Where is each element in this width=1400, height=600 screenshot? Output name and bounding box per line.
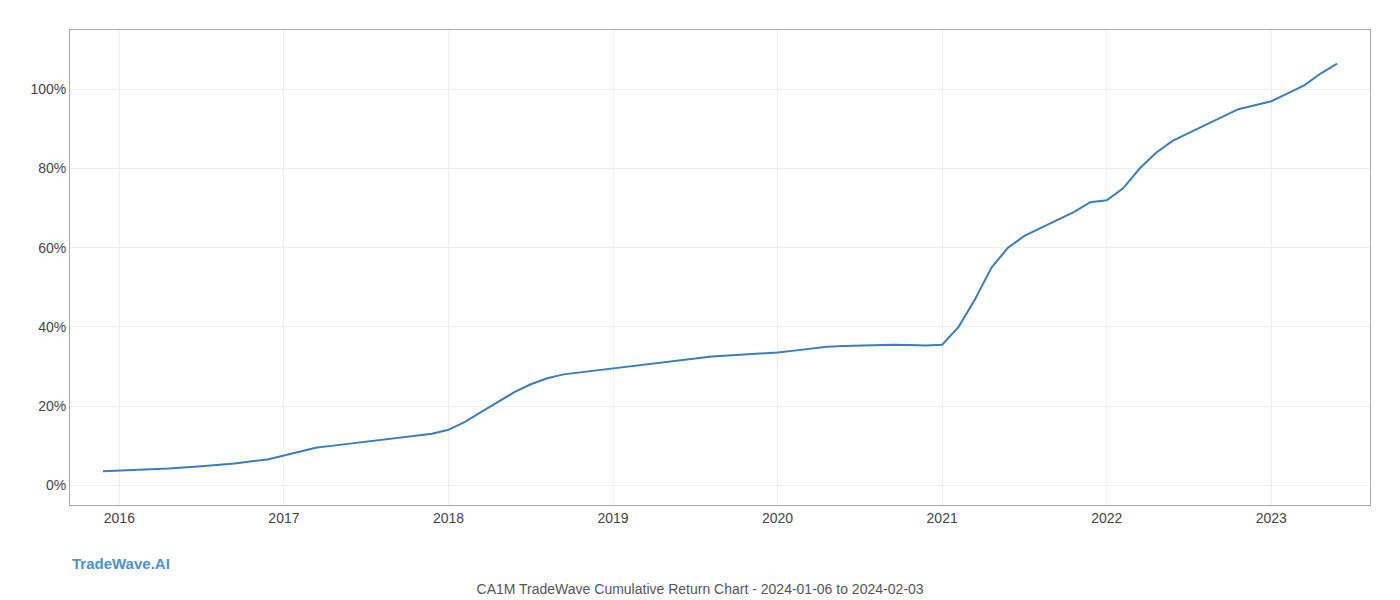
svg-text:2022: 2022: [1091, 510, 1122, 526]
svg-text:CA1M TradeWave Cumulative Retu: CA1M TradeWave Cumulative Return Chart -…: [477, 581, 924, 597]
svg-text:40%: 40%: [38, 319, 66, 335]
svg-text:100%: 100%: [30, 81, 66, 97]
svg-text:2021: 2021: [927, 510, 958, 526]
svg-text:2020: 2020: [762, 510, 793, 526]
svg-text:TradeWave.AI: TradeWave.AI: [72, 555, 170, 572]
svg-text:2018: 2018: [433, 510, 464, 526]
svg-text:2017: 2017: [268, 510, 299, 526]
svg-text:60%: 60%: [38, 240, 66, 256]
svg-text:2019: 2019: [597, 510, 628, 526]
svg-text:2023: 2023: [1256, 510, 1287, 526]
svg-text:0%: 0%: [46, 477, 66, 493]
svg-text:2016: 2016: [104, 510, 135, 526]
svg-text:20%: 20%: [38, 398, 66, 414]
svg-text:80%: 80%: [38, 160, 66, 176]
